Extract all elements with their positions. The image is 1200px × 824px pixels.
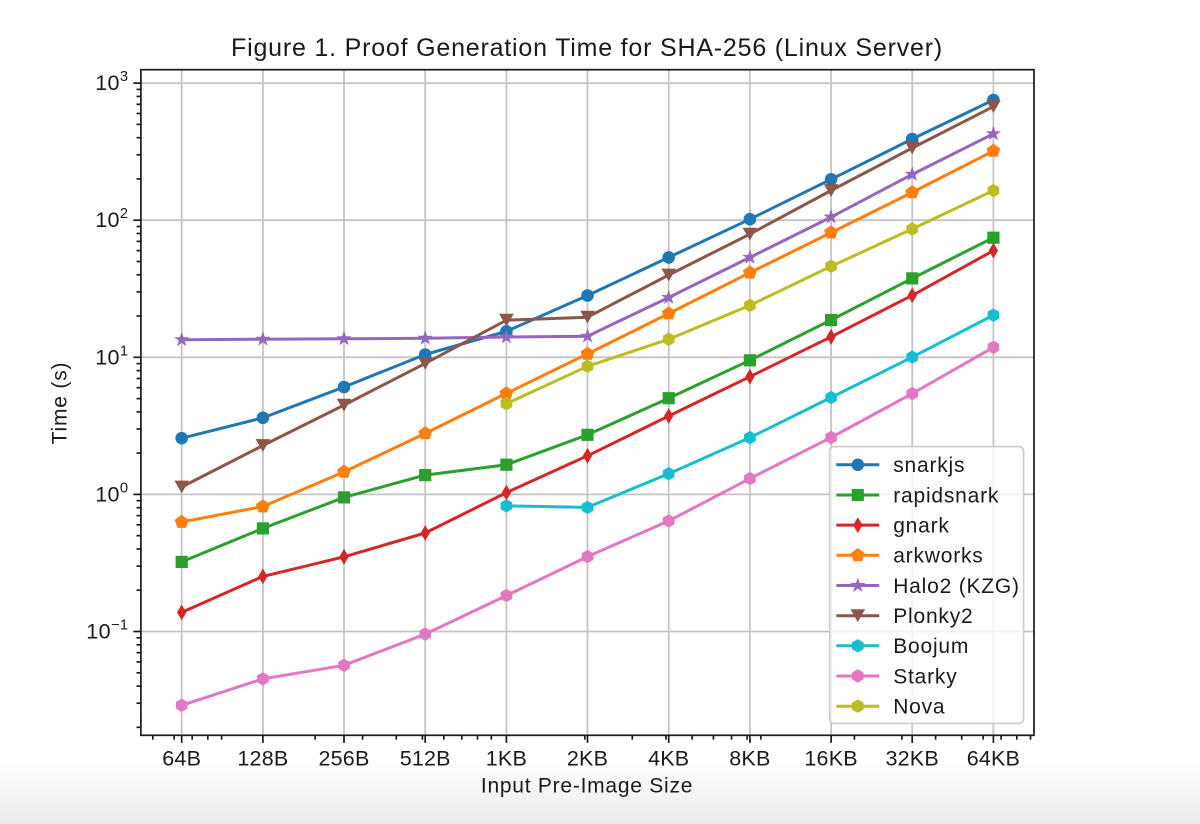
svg-text:Time (s): Time (s) (49, 362, 72, 445)
svg-text:10−1: 10−1 (86, 618, 128, 644)
svg-text:100: 100 (95, 480, 128, 506)
svg-text:arkworks: arkworks (893, 545, 983, 568)
svg-text:1KB: 1KB (486, 747, 527, 771)
svg-text:Starky: Starky (893, 665, 957, 688)
svg-text:Figure 1. Proof Generation Tim: Figure 1. Proof Generation Time for SHA-… (231, 34, 943, 62)
svg-text:64B: 64B (162, 747, 201, 771)
svg-text:snarkjs: snarkjs (893, 454, 965, 477)
svg-text:Nova: Nova (893, 696, 945, 719)
svg-text:64KB: 64KB (967, 747, 1020, 771)
svg-text:8KB: 8KB (729, 747, 770, 771)
svg-text:2KB: 2KB (567, 747, 608, 771)
svg-text:32KB: 32KB (885, 747, 938, 771)
svg-text:256B: 256B (318, 747, 369, 771)
svg-text:16KB: 16KB (804, 747, 857, 771)
svg-text:rapidsnark: rapidsnark (893, 484, 999, 507)
svg-text:Input Pre-Image Size: Input Pre-Image Size (481, 775, 693, 798)
svg-text:Boojum: Boojum (893, 635, 969, 658)
svg-text:Halo2 (KZG): Halo2 (KZG) (893, 575, 1020, 598)
svg-text:512B: 512B (400, 747, 451, 771)
svg-text:128B: 128B (237, 747, 288, 771)
svg-text:Plonky2: Plonky2 (893, 605, 973, 628)
svg-text:4KB: 4KB (648, 747, 689, 771)
svg-text:gnark: gnark (893, 514, 950, 537)
